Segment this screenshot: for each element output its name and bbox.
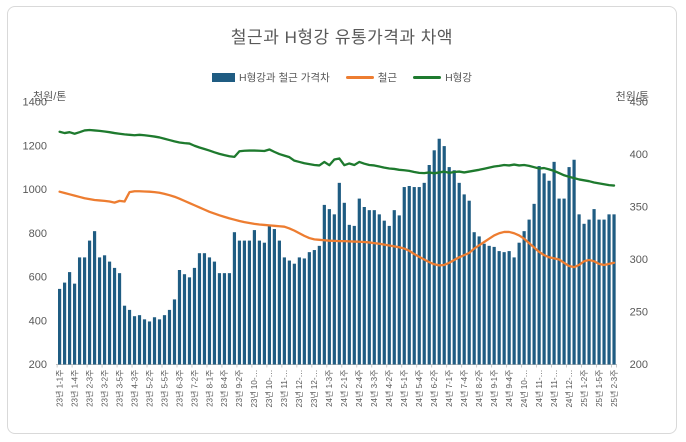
svg-text:23년 10-…: 23년 10-… [264, 370, 274, 408]
svg-text:23년 11-…: 23년 11-… [279, 370, 289, 407]
svg-text:24년 8-2주: 24년 8-2주 [474, 369, 484, 406]
legend-label-price-gap: H형강과 철근 가격차 [239, 72, 330, 84]
svg-text:400: 400 [630, 149, 648, 161]
svg-text:23년 5-2주: 23년 5-2주 [144, 370, 154, 407]
svg-text:24년 7-4주: 24년 7-4주 [459, 370, 469, 407]
legend-label-hbeam: H형강 [445, 72, 472, 84]
svg-text:450: 450 [630, 97, 648, 109]
svg-text:200: 200 [630, 359, 648, 371]
svg-text:600: 600 [29, 272, 47, 284]
svg-text:24년 7-1주: 24년 7-1주 [444, 370, 454, 407]
legend-bar-swatch-icon [212, 73, 236, 82]
svg-text:350: 350 [630, 202, 648, 214]
svg-text:23년 4-3주: 23년 4-3주 [129, 370, 139, 407]
svg-text:23년 3-2주: 23년 3-2주 [99, 370, 109, 407]
svg-text:24년 12-…: 24년 12-… [564, 370, 574, 408]
svg-text:250: 250 [630, 307, 648, 319]
svg-text:23년 8-1주: 23년 8-1주 [204, 370, 214, 407]
svg-text:24년 9-1주: 24년 9-1주 [489, 369, 499, 406]
svg-text:23년 8-4주: 23년 8-4주 [219, 370, 229, 407]
svg-text:24년 4-2주: 24년 4-2주 [384, 370, 394, 407]
legend-item-rebar: 철근 [345, 70, 398, 85]
svg-text:200: 200 [29, 359, 47, 371]
svg-text:24년 2-4주: 24년 2-4주 [354, 370, 364, 407]
svg-text:1400: 1400 [23, 97, 47, 109]
svg-text:23년 7-2주: 23년 7-2주 [189, 370, 199, 407]
svg-text:23년 5-5주: 23년 5-5주 [159, 370, 169, 407]
svg-text:24년 5-4주: 24년 5-4주 [414, 370, 424, 407]
svg-text:24년 1-3주: 24년 1-3주 [324, 370, 334, 407]
svg-text:23년 12-…: 23년 12-… [294, 370, 304, 408]
legend-label-rebar: 철근 [377, 72, 398, 84]
legend-item-hbeam: H형강 [413, 70, 472, 85]
legend-line-swatch-hbeam-icon [413, 75, 442, 80]
svg-text:23년 10-…: 23년 10-… [249, 370, 259, 408]
svg-text:25년 2-3주: 25년 2-3주 [609, 370, 619, 407]
legend-item-price-gap: H형강과 철근 가격차 [212, 70, 330, 85]
svg-text:23년 1-1주: 23년 1-1주 [54, 370, 64, 407]
svg-text:1200: 1200 [23, 140, 47, 152]
svg-text:23년 9-2주: 23년 9-2주 [234, 370, 244, 407]
svg-text:24년 10-…: 24년 10-… [519, 370, 529, 408]
svg-text:24년 9-4주: 24년 9-4주 [504, 370, 514, 407]
legend: H형강과 철근 가격차 철근 H형강 [8, 70, 676, 85]
svg-text:24년 2-1주: 24년 2-1주 [339, 370, 349, 407]
svg-text:300: 300 [630, 254, 648, 266]
svg-text:400: 400 [29, 315, 47, 327]
chart-title: 철근과 H형강 유통가격과 차액 [230, 28, 454, 47]
svg-text:23년 3-5주: 23년 3-5주 [114, 370, 124, 407]
svg-text:24년 5-1주: 24년 5-1주 [399, 370, 409, 407]
svg-text:25년 1-2주: 25년 1-2주 [579, 370, 589, 407]
svg-text:24년 11-…: 24년 11-… [534, 370, 544, 407]
svg-text:23년 1-4주: 23년 1-4주 [69, 370, 79, 407]
legend-line-swatch-rebar-icon [345, 75, 374, 80]
svg-text:23년 2-3주: 23년 2-3주 [84, 370, 94, 407]
svg-text:24년 6-2주: 24년 6-2주 [429, 370, 439, 407]
svg-text:25년 1-5주: 25년 1-5주 [594, 370, 604, 407]
svg-text:800: 800 [29, 228, 47, 240]
svg-text:23년 6-3주: 23년 6-3주 [174, 370, 184, 407]
svg-text:23년 12-…: 23년 12-… [309, 370, 319, 408]
svg-text:24년 3-3주: 24년 3-3주 [369, 370, 379, 407]
left-axis-unit: 천원/톤 [33, 91, 67, 103]
svg-text:1000: 1000 [23, 184, 47, 196]
svg-text:24년 11-…: 24년 11-… [549, 370, 559, 407]
right-axis-unit: 천원/톤 [615, 91, 649, 103]
